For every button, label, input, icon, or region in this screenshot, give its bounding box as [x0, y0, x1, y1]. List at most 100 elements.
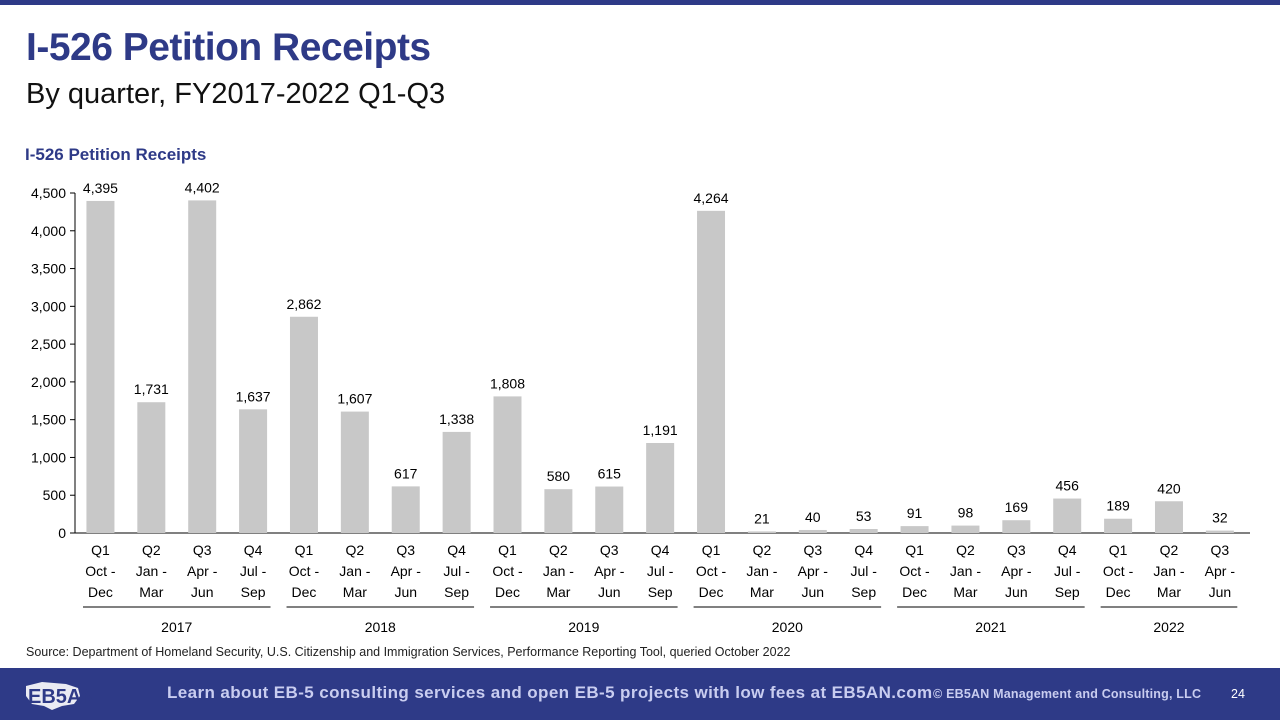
x-tick-label-months-end: Jun: [598, 584, 621, 600]
slide-subtitle: By quarter, FY2017-2022 Q1-Q3: [26, 78, 446, 110]
x-tick-label-quarter: Q2: [142, 542, 161, 558]
x-tick-label-months: Jul -: [647, 563, 674, 579]
x-tick-label-months: Jan -: [136, 563, 167, 579]
bar: [951, 525, 980, 533]
x-tick-label-quarter: Q3: [803, 542, 822, 558]
y-tick-label: 4,000: [31, 223, 66, 239]
x-tick-label-months-end: Sep: [851, 584, 876, 600]
data-label: 1,607: [337, 391, 372, 407]
x-tick-label-months: Jul -: [1054, 563, 1081, 579]
bar: [1053, 498, 1082, 533]
year-group-label: 2017: [161, 619, 192, 635]
data-label: 4,402: [185, 179, 220, 195]
bar: [798, 529, 827, 533]
x-tick-label-months: Oct -: [289, 563, 320, 579]
data-label: 456: [1056, 478, 1080, 494]
bar: [1154, 501, 1183, 533]
data-label: 615: [598, 466, 622, 482]
top-accent-bar: [0, 0, 1280, 5]
x-tick-label-months: Oct -: [1103, 563, 1134, 579]
data-label: 21: [754, 510, 770, 526]
footer-bar: [0, 668, 1280, 720]
y-tick-label: 500: [43, 487, 67, 503]
x-tick-label-months: Jan -: [1153, 563, 1184, 579]
bar: [1205, 530, 1234, 533]
data-label: 189: [1106, 498, 1130, 514]
logo-text: EB5AN: [28, 686, 96, 708]
eb5an-logo: EB5AN: [26, 682, 96, 710]
x-tick-label-months: Apr -: [1205, 563, 1236, 579]
page-number: 24: [1231, 687, 1245, 701]
bar: [239, 409, 268, 533]
x-tick-label-quarter: Q4: [244, 542, 263, 558]
x-tick-label-months-end: Mar: [343, 584, 367, 600]
x-tick-label-months-end: Dec: [292, 584, 317, 600]
data-label: 53: [856, 508, 872, 524]
y-tick-label: 3,000: [31, 298, 66, 314]
x-tick-label-months: Jan -: [950, 563, 981, 579]
x-tick-label-months-end: Dec: [495, 584, 520, 600]
data-label: 1,191: [643, 422, 678, 438]
x-tick-label-months: Oct -: [492, 563, 523, 579]
x-tick-label-quarter: Q4: [854, 542, 873, 558]
x-tick-label-months-end: Dec: [902, 584, 927, 600]
x-tick-label-quarter: Q1: [1109, 542, 1128, 558]
x-tick-label-months: Oct -: [899, 563, 930, 579]
year-group-label: 2018: [365, 619, 396, 635]
x-tick-label-months: Oct -: [696, 563, 727, 579]
x-tick-label-months-end: Mar: [953, 584, 977, 600]
x-tick-label-months: Apr -: [594, 563, 625, 579]
x-tick-label-quarter: Q3: [1211, 542, 1230, 558]
data-label: 617: [394, 465, 418, 481]
x-tick-label-quarter: Q1: [91, 542, 110, 558]
x-tick-label-months: Jul -: [240, 563, 267, 579]
y-tick-label: 1,500: [31, 412, 66, 428]
copyright-text: © EB5AN Management and Consulting, LLC: [933, 687, 1202, 701]
x-tick-label-months-end: Sep: [241, 584, 266, 600]
x-tick-label-months-end: Mar: [546, 584, 570, 600]
x-tick-label-quarter: Q3: [193, 542, 212, 558]
x-tick-label-quarter: Q3: [600, 542, 619, 558]
bar: [289, 316, 318, 533]
x-tick-label-months-end: Jun: [191, 584, 214, 600]
bar-chart: 0 500 1,000 1,500 2,000 2,500 3,000 3,500 4,000 4…: [31, 179, 1250, 635]
slide-title: I-526 Petition Receipts: [26, 26, 431, 69]
data-label: 40: [805, 509, 821, 525]
source-note: Source: Department of Homeland Security,…: [26, 645, 791, 659]
data-label: 4,264: [694, 190, 729, 206]
y-tick-label: 3,500: [31, 261, 66, 277]
x-tick-label-quarter: Q2: [346, 542, 365, 558]
x-tick-label-months: Jul -: [443, 563, 470, 579]
x-tick-label-quarter: Q1: [498, 542, 517, 558]
bar: [1104, 518, 1133, 533]
data-label: 1,338: [439, 411, 474, 427]
x-tick-label-months-end: Jun: [1005, 584, 1028, 600]
x-tick-label-quarter: Q4: [447, 542, 466, 558]
bar: [900, 526, 929, 533]
x-tick-label-months-end: Sep: [1055, 584, 1080, 600]
x-tick-label-months: Apr -: [1001, 563, 1032, 579]
x-tick-label-quarter: Q3: [396, 542, 415, 558]
x-tick-label-quarter: Q3: [1007, 542, 1026, 558]
y-tick-label: 1,000: [31, 449, 66, 465]
x-tick-label-months-end: Mar: [139, 584, 163, 600]
data-label: 580: [547, 468, 571, 484]
x-tick-label-months: Apr -: [391, 563, 422, 579]
x-tick-label-months-end: Mar: [1157, 584, 1181, 600]
x-tick-label-months-end: Mar: [750, 584, 774, 600]
x-tick-label-months-end: Jun: [1209, 584, 1232, 600]
chart-title: I-526 Petition Receipts: [25, 145, 207, 164]
bar: [493, 396, 522, 533]
y-tick-label: 0: [58, 525, 66, 541]
x-tick-label-months: Jan -: [746, 563, 777, 579]
bar: [442, 431, 471, 533]
x-tick-label-quarter: Q2: [753, 542, 772, 558]
bar: [1002, 520, 1031, 533]
x-tick-label-months-end: Dec: [1106, 584, 1131, 600]
x-tick-label-months-end: Jun: [802, 584, 825, 600]
x-tick-label-quarter: Q4: [651, 542, 670, 558]
bar: [137, 402, 166, 533]
x-tick-label-quarter: Q1: [295, 542, 314, 558]
data-label: 1,731: [134, 381, 169, 397]
x-tick-label-months: Jul -: [850, 563, 877, 579]
